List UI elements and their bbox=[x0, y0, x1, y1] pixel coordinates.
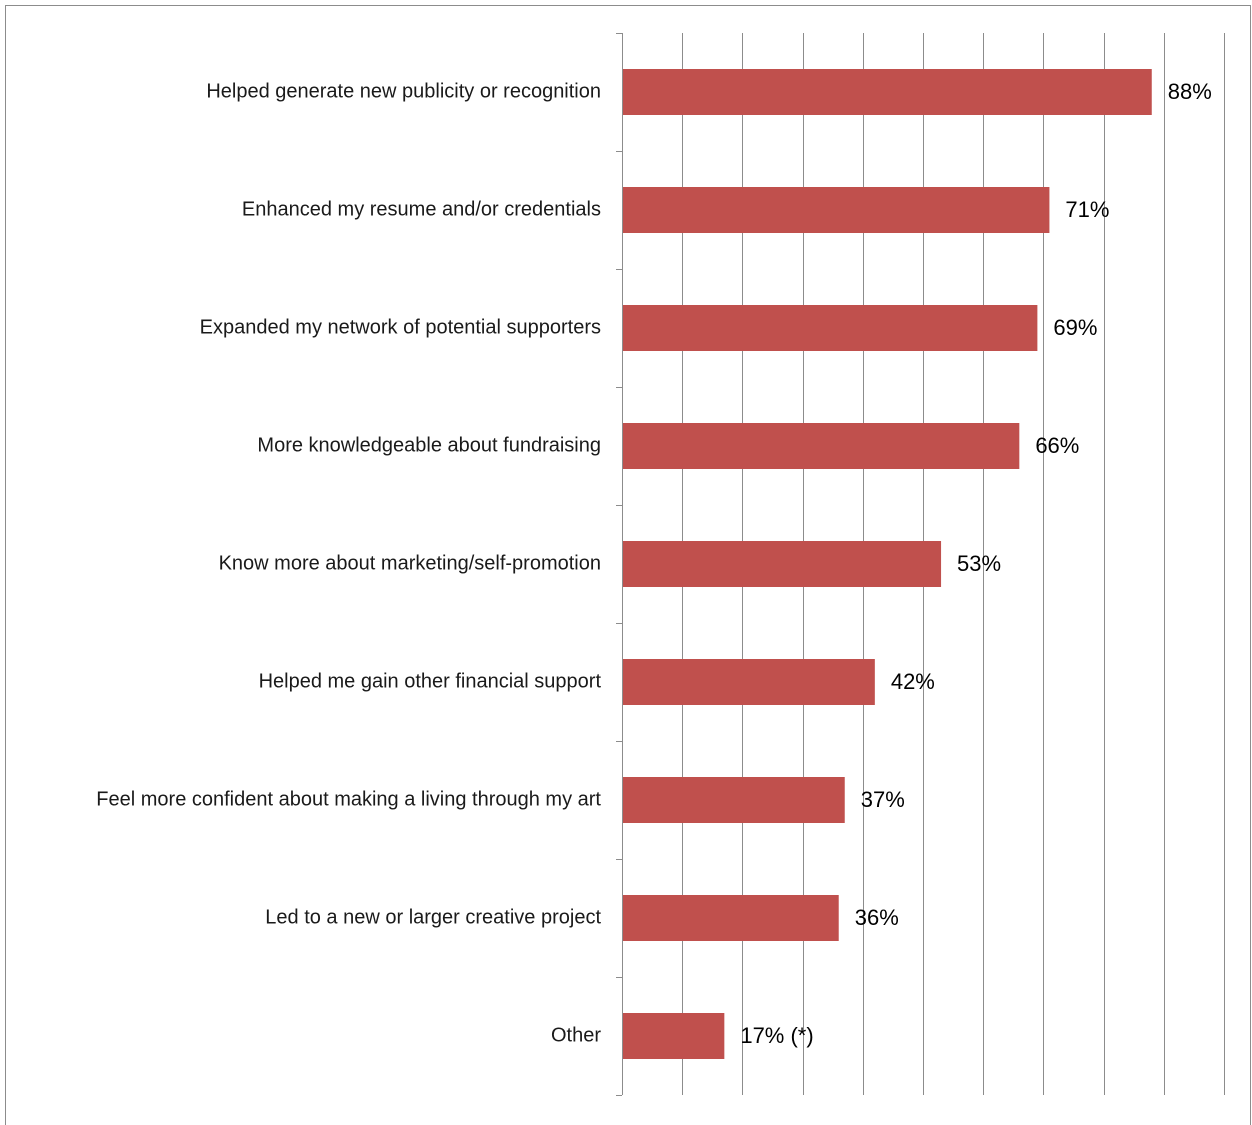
category-label: Helped me gain other financial support bbox=[259, 670, 602, 692]
data-label: 71% bbox=[1065, 197, 1109, 222]
data-label: 66% bbox=[1035, 433, 1079, 458]
data-label: 42% bbox=[891, 669, 935, 694]
category-labels: Helped generate new publicity or recogni… bbox=[96, 80, 601, 1046]
data-label: 88% bbox=[1168, 79, 1212, 104]
bar bbox=[623, 423, 1020, 469]
category-label: Know more about marketing/self-promotion bbox=[219, 552, 601, 574]
data-label: 17% (*) bbox=[740, 1023, 813, 1048]
bar bbox=[623, 777, 845, 823]
bar bbox=[623, 895, 839, 941]
data-labels: 88% 71% 69% 66% 53% 42% 37% 36% 17% (*) bbox=[740, 79, 1211, 1048]
bar bbox=[623, 659, 875, 705]
category-label: Feel more confident about making a livin… bbox=[96, 788, 601, 810]
data-label: 69% bbox=[1053, 315, 1097, 340]
category-label: Other bbox=[551, 1024, 601, 1046]
bar bbox=[623, 69, 1152, 115]
category-label: Enhanced my resume and/or credentials bbox=[242, 198, 601, 220]
data-label: 37% bbox=[861, 787, 905, 812]
category-label: Helped generate new publicity or recogni… bbox=[206, 80, 601, 102]
category-label: Expanded my network of potential support… bbox=[200, 316, 601, 338]
category-label: More knowledgeable about fundraising bbox=[257, 434, 601, 456]
data-label: 53% bbox=[957, 551, 1001, 576]
bar bbox=[623, 1013, 725, 1059]
bar bbox=[623, 541, 942, 587]
bar bbox=[623, 305, 1038, 351]
category-label: Led to a new or larger creative project bbox=[265, 906, 601, 928]
bar bbox=[623, 187, 1050, 233]
category-axis bbox=[616, 33, 623, 1096]
data-label: 36% bbox=[855, 905, 899, 930]
bars bbox=[623, 69, 1152, 1059]
